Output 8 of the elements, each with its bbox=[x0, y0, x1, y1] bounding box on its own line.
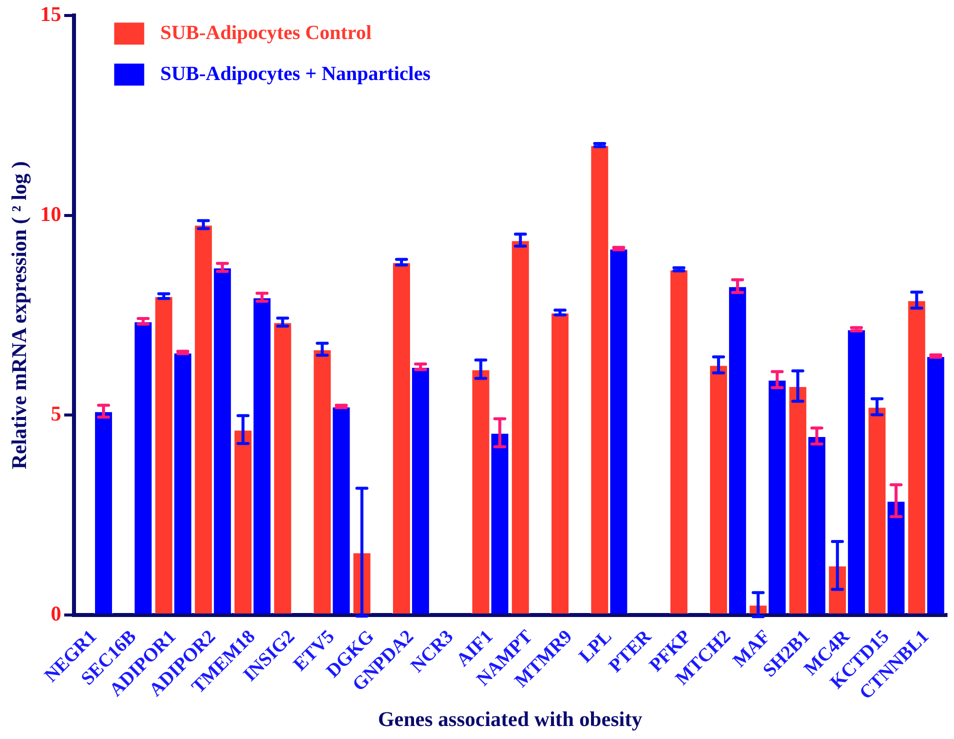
legend-label: SUB-Adipocytes + Nanparticles bbox=[160, 62, 431, 85]
y-tick-label: 10 bbox=[40, 202, 62, 226]
y-tick-label: 0 bbox=[50, 601, 62, 626]
x-axis-title: Genes associated with obesity bbox=[378, 706, 643, 731]
y-axis-title: Relative mRNA expression ( ² log ) bbox=[7, 161, 32, 470]
legend-label: SUB-Adipocytes Control bbox=[160, 22, 372, 44]
y-tick-label: 15 bbox=[40, 2, 62, 26]
y-tick-label: 5 bbox=[50, 402, 62, 426]
